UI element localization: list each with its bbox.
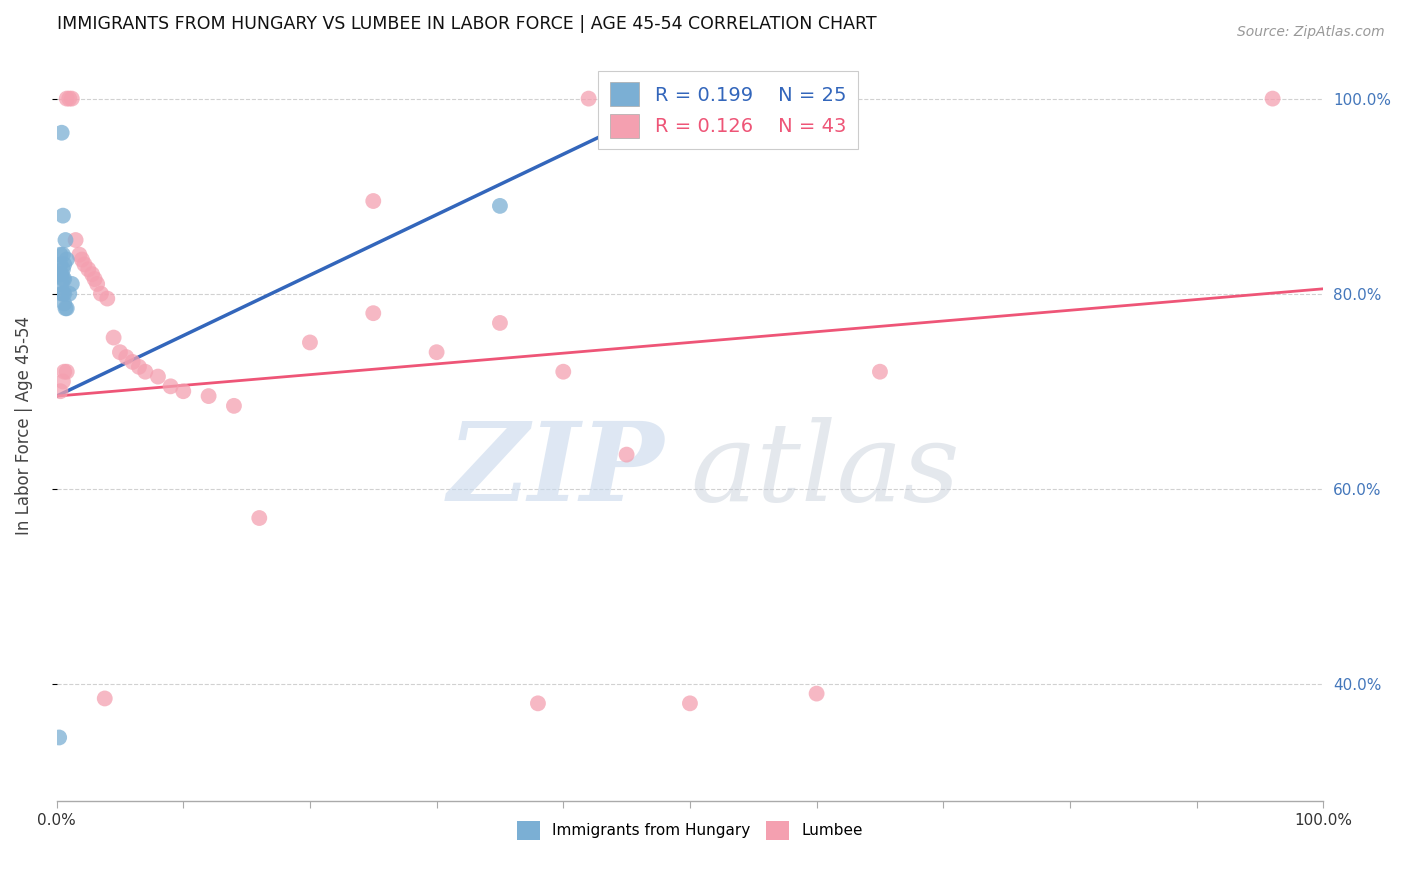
Text: Source: ZipAtlas.com: Source: ZipAtlas.com (1237, 25, 1385, 39)
Point (1261, 92, 1284, 106)
Point (49, 384, 72, 399)
Point (67, 247, 90, 261)
Point (52, 286, 75, 301)
Point (159, 379, 181, 393)
Point (55, 92, 77, 106)
Point (115, 350, 138, 364)
Point (53, 286, 76, 301)
Point (70, 252, 93, 267)
Point (58, 286, 80, 301)
Point (55, 233, 77, 247)
Point (51, 267, 73, 281)
Point (128, 359, 150, 374)
Point (869, 365, 891, 379)
Point (90, 286, 112, 301)
Point (73, 257, 96, 271)
Point (616, 448, 638, 462)
Point (426, 345, 449, 359)
Legend: Immigrants from Hungary, Lumbee: Immigrants from Hungary, Lumbee (512, 815, 869, 846)
Point (52, 209, 75, 223)
Point (361, 194, 384, 208)
Point (55, 365, 77, 379)
Point (806, 687, 828, 701)
Point (489, 316, 512, 330)
Point (60, 92, 83, 106)
Point (298, 335, 321, 350)
Point (146, 369, 169, 384)
Point (527, 696, 550, 710)
Y-axis label: In Labor Force | Age 45-54: In Labor Force | Age 45-54 (15, 316, 32, 535)
Text: atlas: atlas (690, 417, 959, 524)
Point (121, 355, 143, 369)
Point (83, 272, 105, 286)
Point (86, 277, 108, 291)
Point (489, 199, 512, 213)
Point (49, 247, 72, 261)
Point (222, 399, 245, 413)
Point (55, 301, 77, 316)
Point (553, 365, 575, 379)
Point (51, 126, 73, 140)
Point (103, 330, 125, 344)
Point (52, 272, 75, 286)
Point (55, 252, 77, 267)
Point (49, 267, 72, 281)
Point (134, 365, 156, 379)
Point (108, 345, 131, 359)
Point (51, 277, 73, 291)
Point (52, 375, 75, 389)
Point (53, 272, 76, 286)
Point (679, 92, 702, 106)
Text: IMMIGRANTS FROM HUNGARY VS LUMBEE IN LABOR FORCE | AGE 45-54 CORRELATION CHART: IMMIGRANTS FROM HUNGARY VS LUMBEE IN LAB… (56, 15, 876, 33)
Point (361, 306, 384, 320)
Point (65, 233, 87, 247)
Point (77, 262, 100, 277)
Point (93, 691, 115, 706)
Point (48, 731, 70, 745)
Point (197, 389, 219, 403)
Point (53, 365, 76, 379)
Text: ZIP: ZIP (449, 417, 665, 524)
Point (53, 296, 76, 310)
Point (80, 267, 103, 281)
Point (53, 257, 76, 271)
Point (49, 257, 72, 271)
Point (51, 286, 73, 301)
Point (52, 247, 75, 261)
Point (172, 384, 194, 399)
Point (96, 292, 118, 306)
Point (55, 301, 77, 316)
Point (247, 511, 270, 525)
Point (578, 92, 600, 106)
Point (58, 92, 80, 106)
Point (679, 696, 702, 710)
Point (52, 262, 75, 277)
Point (60, 277, 83, 291)
